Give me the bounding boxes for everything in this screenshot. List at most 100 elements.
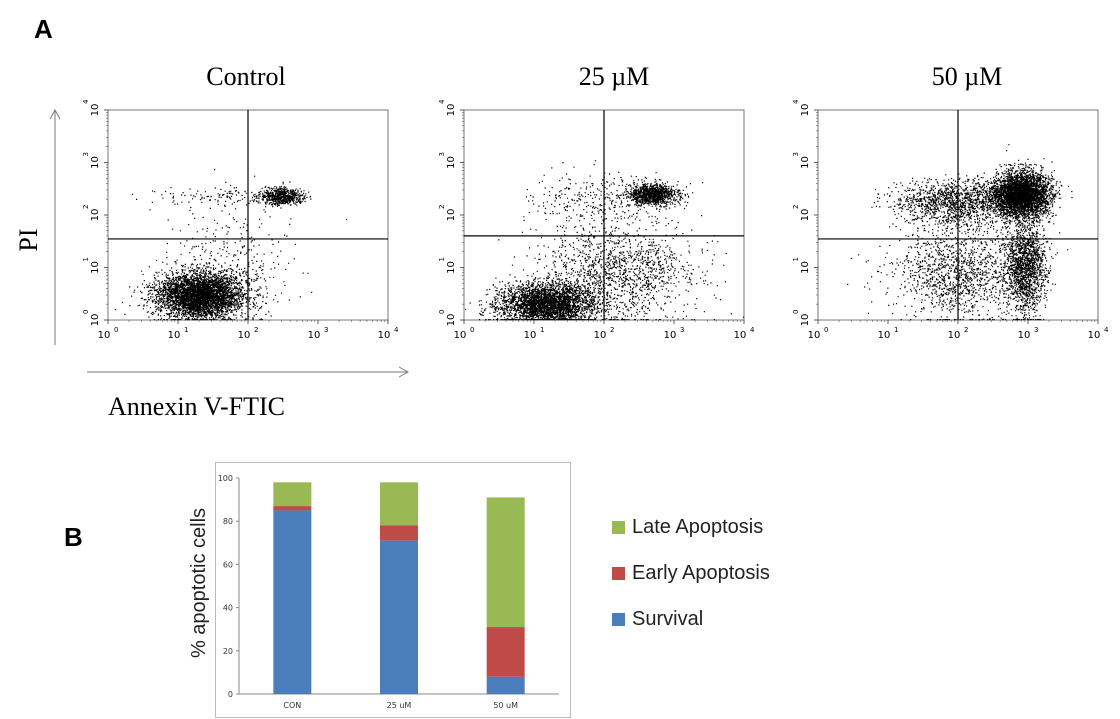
- x-tick-label: 25 uM: [387, 701, 412, 710]
- scatter-points: [114, 169, 348, 321]
- stacked-bar-chart: 0 20 40 60 80 100 CON 25 uM 50 uM: [215, 462, 571, 718]
- x-tick-exponent: 1: [540, 326, 544, 334]
- plot-title-25um: 25 µM: [578, 62, 650, 91]
- y-tick-exponent: 1: [438, 257, 446, 261]
- scatter-points: [465, 160, 745, 321]
- y-tick-label: 10: [90, 209, 101, 222]
- plot-title-control: Control: [206, 62, 286, 91]
- y-tick-label: 10: [446, 261, 457, 274]
- y-tick-label: 80: [223, 517, 233, 526]
- legend-swatch-survival: [612, 612, 625, 626]
- y-tick-label: 10: [90, 156, 101, 169]
- bar-chart-ylabel: % apoptotic cells: [188, 507, 210, 659]
- legend-label-late-apoptosis: Late Apoptosis: [632, 515, 764, 538]
- bar-segment-survival: [486, 676, 525, 694]
- x-tick-label: 10: [594, 330, 607, 341]
- bar-segment-late-apoptosis: [273, 482, 312, 507]
- y-tick-label: 40: [223, 604, 233, 613]
- pi-axis-label: PI: [14, 228, 43, 252]
- y-tick-exponent: 3: [792, 152, 800, 156]
- x-tick-exponent: 0: [470, 326, 474, 334]
- x-tick-exponent: 1: [894, 326, 898, 334]
- legend-label-early-apoptosis: Early Apoptosis: [632, 561, 770, 584]
- x-tick-exponent: 3: [324, 326, 328, 334]
- plot-title-50um: 50 µM: [931, 62, 1003, 91]
- y-tick-exponent: 3: [82, 152, 90, 156]
- y-tick-label: 0: [228, 690, 233, 699]
- y-tick-label: 10: [446, 156, 457, 169]
- bar-segment-late-apoptosis: [486, 497, 525, 628]
- y-tick-label: 10: [90, 314, 101, 327]
- x-tick-label: 10: [878, 330, 891, 341]
- y-tick-exponent: 1: [792, 257, 800, 261]
- annexin-axis-arrow: [87, 366, 410, 378]
- y-tick-label: 10: [800, 156, 811, 169]
- y-tick-label: 10: [90, 104, 101, 117]
- x-tick-label: 10: [524, 330, 537, 341]
- legend-label-survival: Survival: [632, 607, 704, 630]
- y-tick-exponent: 2: [82, 205, 90, 209]
- x-tick-exponent: 4: [1104, 326, 1109, 334]
- x-tick-label: 10: [1088, 330, 1101, 341]
- y-tick-exponent: 3: [438, 152, 446, 156]
- x-tick-label: 10: [238, 330, 251, 341]
- x-tick-label: 50 uM: [493, 701, 518, 710]
- y-tick-label: 10: [800, 104, 811, 117]
- y-tick-label: 10: [800, 314, 811, 327]
- x-tick-exponent: 3: [680, 326, 684, 334]
- x-tick-label: 10: [168, 330, 181, 341]
- panel-a-letter: A: [34, 14, 53, 44]
- y-tick-label: 10: [800, 209, 811, 222]
- event-dots: [847, 144, 1073, 321]
- y-tick-label: 10: [446, 209, 457, 222]
- legend-item-early-apoptosis: Early Apoptosis: [612, 558, 770, 588]
- x-tick-label: CON: [283, 701, 301, 710]
- pi-axis-arrow: [49, 108, 61, 345]
- legend-item-survival: Survival: [612, 604, 770, 634]
- x-tick-label: 10: [948, 330, 961, 341]
- event-dots: [465, 160, 745, 321]
- x-tick-exponent: 2: [254, 326, 258, 334]
- x-tick-label: 10: [734, 330, 747, 341]
- y-tick-exponent: 0: [82, 310, 90, 314]
- legend-swatch-early-apoptosis: [612, 566, 625, 580]
- y-tick-exponent: 4: [438, 99, 446, 104]
- y-tick-exponent: 0: [438, 310, 446, 314]
- x-tick-label: 10: [98, 330, 111, 341]
- x-tick-exponent: 3: [1034, 326, 1038, 334]
- x-tick-exponent: 0: [824, 326, 828, 334]
- bar-segment-late-apoptosis: [380, 482, 418, 526]
- legend-swatch-late-apoptosis: [612, 520, 625, 534]
- y-tick-label: 20: [223, 647, 233, 656]
- panel-b-letter: B: [64, 522, 83, 552]
- event-dots: [114, 169, 348, 321]
- bar-segment-early-apoptosis: [486, 627, 525, 677]
- y-tick-label: 10: [446, 314, 457, 327]
- x-tick-exponent: 0: [114, 326, 118, 334]
- annexin-axis-label: Annexin V-FTIC: [108, 392, 285, 421]
- y-tick-label: 60: [223, 560, 233, 569]
- bar-segment-early-apoptosis: [273, 506, 312, 511]
- y-tick-exponent: 4: [792, 99, 800, 104]
- x-tick-exponent: 2: [964, 326, 968, 334]
- y-tick-exponent: 2: [438, 205, 446, 209]
- x-tick-label: 10: [308, 330, 321, 341]
- y-tick-label: 10: [446, 104, 457, 117]
- y-tick-exponent: 0: [792, 310, 800, 314]
- y-tick-label: 10: [90, 261, 101, 274]
- x-tick-label: 10: [378, 330, 391, 341]
- y-tick-exponent: 2: [792, 205, 800, 209]
- bar-segment-survival: [273, 510, 312, 694]
- bar-segment-survival: [380, 540, 418, 694]
- x-tick-exponent: 2: [610, 326, 614, 334]
- y-tick-label: 10: [800, 261, 811, 274]
- x-tick-exponent: 1: [184, 326, 188, 334]
- x-tick-label: 10: [808, 330, 821, 341]
- x-tick-label: 10: [664, 330, 677, 341]
- y-tick-exponent: 4: [82, 99, 90, 104]
- scatter-points: [847, 144, 1073, 321]
- y-tick-exponent: 1: [82, 257, 90, 261]
